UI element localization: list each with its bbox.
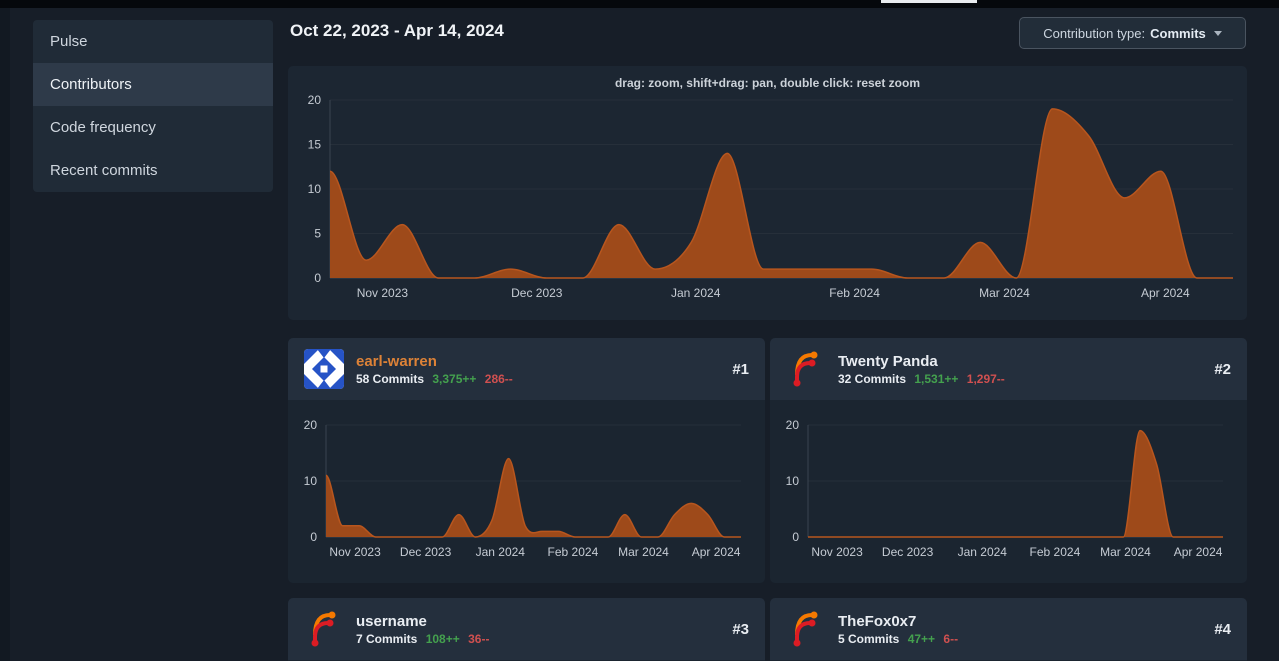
commit-count: 32 Commits	[838, 371, 907, 386]
forgejo-logo-icon	[311, 611, 336, 647]
browser-top-bar	[0, 0, 1279, 8]
contributor-name-link[interactable]: earl-warren	[356, 352, 437, 370]
contributor-card-header: Twenty Panda 32 Commits 1,531++ 1,297-- …	[770, 338, 1247, 400]
svg-text:Jan 2024: Jan 2024	[958, 545, 1008, 559]
contributor-card: earl-warren 58 Commits 3,375++ 286-- #1 …	[288, 338, 765, 583]
contributor-card-header: TheFox0x7 5 Commits 47++ 6-- #4	[770, 598, 1247, 660]
svg-text:5: 5	[314, 227, 321, 241]
svg-text:20: 20	[304, 418, 318, 432]
contributor-name[interactable]: TheFox0x7	[838, 612, 917, 630]
rank-badge: #1	[732, 360, 749, 378]
forgejo-logo-icon	[793, 351, 818, 387]
svg-text:10: 10	[308, 182, 322, 196]
svg-text:Feb 2024: Feb 2024	[1030, 545, 1081, 559]
window-edge	[0, 8, 10, 661]
contributor-stats: 5 Commits 47++ 6--	[838, 632, 958, 646]
chevron-down-icon	[1213, 30, 1222, 36]
svg-text:20: 20	[308, 93, 322, 107]
svg-text:Feb 2024: Feb 2024	[829, 286, 880, 300]
svg-text:Apr 2024: Apr 2024	[1174, 545, 1223, 559]
rank-badge: #2	[1214, 360, 1231, 378]
deletions-count: 286--	[484, 371, 513, 386]
contributor-chart-area: 0 10 20 Nov 2023 Dec 2023 Jan 2024 Feb 2024 Mar…	[770, 400, 1247, 583]
rank-badge: #3	[732, 620, 749, 638]
contributor-stats: 32 Commits 1,531++ 1,297--	[838, 372, 1005, 386]
svg-text:Jan 2024: Jan 2024	[671, 286, 721, 300]
svg-text:0: 0	[310, 530, 317, 544]
deletions-count: 6--	[943, 631, 959, 646]
svg-text:15: 15	[308, 138, 322, 152]
contributor-info: earl-warren 58 Commits 3,375++ 286--	[356, 353, 513, 386]
contributor-info: Twenty Panda 32 Commits 1,531++ 1,297--	[838, 353, 1005, 386]
contributor-card-header: username 7 Commits 108++ 36-- #3	[288, 598, 765, 660]
chart-zoom-hint: drag: zoom, shift+drag: pan, double clic…	[614, 76, 921, 90]
sidebar-item-code-frequency[interactable]: Code frequency	[50, 119, 156, 136]
svg-text:Apr 2024: Apr 2024	[1141, 286, 1190, 300]
overall-commits-chart[interactable]: 0 5 10 15 20 Nov 2023 Dec 2023 Jan 2024 Feb 2024…	[288, 66, 1247, 325]
svg-text:10: 10	[304, 474, 318, 488]
svg-text:Nov 2023: Nov 2023	[329, 545, 381, 559]
contributor-card: username 7 Commits 108++ 36-- #3	[288, 598, 765, 661]
svg-text:Nov 2023: Nov 2023	[811, 545, 863, 559]
contributor-stats: 58 Commits 3,375++ 286--	[356, 372, 513, 386]
forgejo-logo-icon	[793, 611, 818, 647]
contributor-stats: 7 Commits 108++ 36--	[356, 632, 489, 646]
svg-text:Mar 2024: Mar 2024	[618, 545, 669, 559]
contributor-commits-chart[interactable]: 0 10 20 Nov 2023 Dec 2023 Jan 2024 Feb 2024 Mar…	[288, 400, 765, 583]
overall-commits-card: drag: zoom, shift+drag: pan, double clic…	[288, 66, 1247, 320]
commit-count: 5 Commits	[838, 631, 900, 646]
svg-text:Jan 2024: Jan 2024	[476, 545, 526, 559]
additions-count: 47++	[907, 631, 936, 646]
svg-text:Apr 2024: Apr 2024	[692, 545, 741, 559]
contributor-info: username 7 Commits 108++ 36--	[356, 613, 489, 646]
svg-text:0: 0	[314, 271, 321, 285]
additions-count: 1,531++	[914, 371, 959, 386]
rank-badge: #4	[1214, 620, 1231, 638]
contributor-card: TheFox0x7 5 Commits 47++ 6-- #4	[770, 598, 1247, 661]
svg-text:Dec 2023: Dec 2023	[400, 545, 452, 559]
svg-text:Dec 2023: Dec 2023	[882, 545, 934, 559]
contributor-name[interactable]: Twenty Panda	[838, 352, 938, 370]
active-tab-underline	[881, 0, 977, 3]
deletions-count: 1,297--	[966, 371, 1005, 386]
date-range-heading: Oct 22, 2023 - Apr 14, 2024	[290, 21, 504, 40]
svg-text:20: 20	[786, 418, 800, 432]
contributor-commits-chart[interactable]: 0 10 20 Nov 2023 Dec 2023 Jan 2024 Feb 2024 Mar…	[770, 400, 1247, 583]
svg-text:10: 10	[786, 474, 800, 488]
activity-sidebar: Pulse Contributors Code frequency Recent…	[33, 20, 273, 192]
sidebar-item-pulse[interactable]: Pulse	[50, 33, 88, 50]
contributor-chart-area: 0 10 20 Nov 2023 Dec 2023 Jan 2024 Feb 2024 Mar…	[288, 400, 765, 583]
contributor-name[interactable]: username	[356, 612, 427, 630]
sidebar-item-contributors[interactable]: Contributors	[33, 63, 273, 106]
contributor-info: TheFox0x7 5 Commits 47++ 6--	[838, 613, 958, 646]
svg-text:Nov 2023: Nov 2023	[357, 286, 409, 300]
svg-text:Feb 2024: Feb 2024	[548, 545, 599, 559]
svg-text:0: 0	[792, 530, 799, 544]
commit-count: 7 Commits	[356, 631, 418, 646]
contribution-type-value: Commits	[1150, 25, 1206, 41]
contribution-type-dropdown[interactable]: Contribution type: Commits	[1019, 17, 1246, 49]
svg-text:Mar 2024: Mar 2024	[979, 286, 1030, 300]
contributor-card: Twenty Panda 32 Commits 1,531++ 1,297-- …	[770, 338, 1247, 583]
identicon-avatar	[304, 349, 344, 389]
svg-text:Dec 2023: Dec 2023	[511, 286, 563, 300]
deletions-count: 36--	[468, 631, 490, 646]
contributor-card-header: earl-warren 58 Commits 3,375++ 286-- #1	[288, 338, 765, 400]
sidebar-item-recent-commits[interactable]: Recent commits	[50, 162, 158, 179]
additions-count: 108++	[425, 631, 460, 646]
contribution-type-label: Contribution type:	[1043, 25, 1146, 41]
commit-count: 58 Commits	[356, 371, 425, 386]
additions-count: 3,375++	[432, 371, 477, 386]
svg-text:Mar 2024: Mar 2024	[1100, 545, 1151, 559]
